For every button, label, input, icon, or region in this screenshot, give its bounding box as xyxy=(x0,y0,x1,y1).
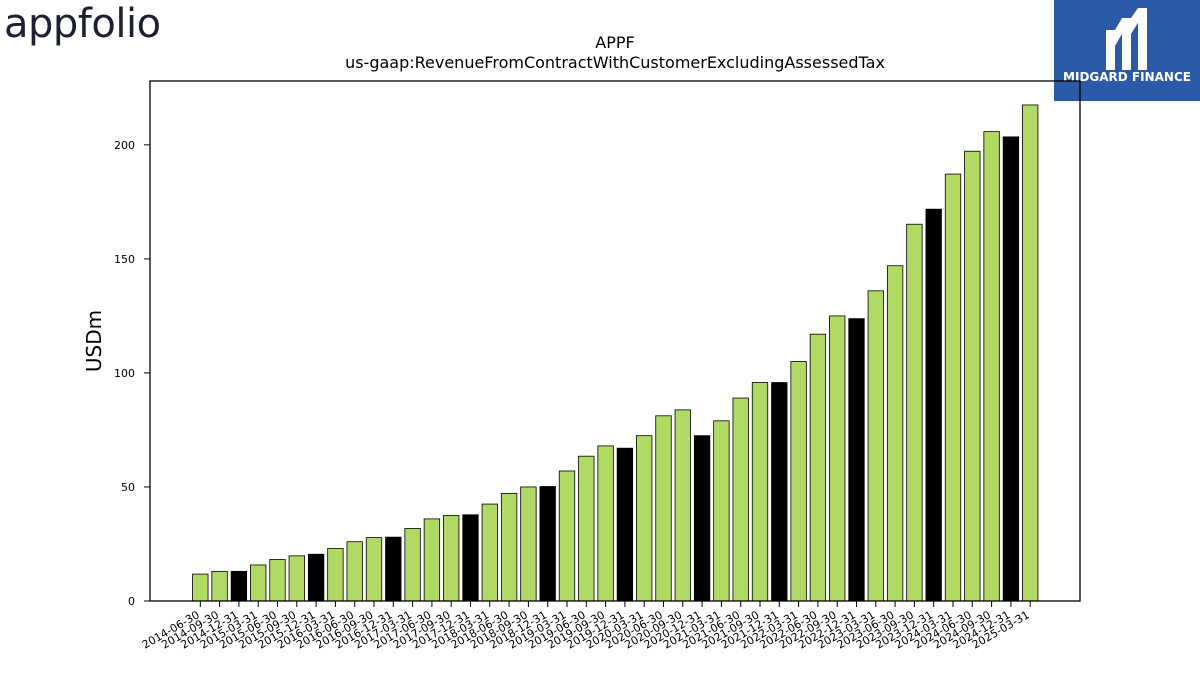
bar-2017-06-30 xyxy=(423,518,441,602)
bar-2019-09-30 xyxy=(597,445,614,602)
bar-2023-09-30 xyxy=(906,223,923,602)
bar-2024-12-31 xyxy=(1002,136,1020,602)
bar-2016-06-30 xyxy=(346,541,363,602)
bar-2021-09-30 xyxy=(751,382,769,602)
bar-2017-03-31 xyxy=(404,528,421,602)
bar-2021-06-30 xyxy=(732,397,749,602)
bar-2025-03-31 xyxy=(1022,104,1039,602)
plot-frame xyxy=(149,80,1081,602)
midgard-wordmark: MIDGARD FINANCE xyxy=(1063,70,1191,84)
chart-title: APPF xyxy=(595,33,634,52)
y-tick-label: 200 xyxy=(114,139,135,152)
bar-2018-03-31 xyxy=(481,503,498,602)
bar-2015-09-30 xyxy=(288,555,305,602)
x-axis: 2014-06-302014-09-302014-12-312015-03-31… xyxy=(140,601,1032,652)
bar-2016-03-31 xyxy=(327,548,344,602)
y-axis-label: USDm xyxy=(82,310,106,372)
bar-2019-03-31 xyxy=(558,470,576,602)
bar-2014-09-30 xyxy=(211,570,228,602)
y-axis: 0 50 100 150 200 xyxy=(114,139,150,608)
bar-2015-06-30 xyxy=(269,559,286,602)
bar-2016-09-30 xyxy=(365,537,383,602)
bar-2020-03-31 xyxy=(636,435,653,602)
y-tick-label: 150 xyxy=(114,253,135,266)
y-tick-label: 50 xyxy=(121,481,135,494)
bar-2022-09-30 xyxy=(829,315,846,602)
bar-2015-03-31 xyxy=(250,564,267,602)
bar-2019-06-30 xyxy=(578,455,595,602)
y-tick-label: 0 xyxy=(128,595,135,608)
bar-2014-12-31 xyxy=(230,570,248,602)
bars-group xyxy=(192,104,1039,602)
bar-2018-12-31 xyxy=(539,486,556,602)
bar-2015-12-31 xyxy=(307,553,325,602)
bar-2024-06-30 xyxy=(964,150,981,602)
bar-2021-12-31 xyxy=(771,382,788,602)
bar-2020-06-30 xyxy=(655,415,672,602)
bar-2023-06-30 xyxy=(886,265,904,602)
bar-2022-03-31 xyxy=(790,361,807,602)
bar-2020-12-31 xyxy=(693,435,711,602)
bar-2023-03-31 xyxy=(867,290,884,602)
bar-2017-12-31 xyxy=(462,514,479,602)
bar-2020-09-30 xyxy=(674,409,691,602)
bar-2024-09-30 xyxy=(983,131,1000,602)
bar-2018-06-30 xyxy=(500,492,518,602)
bar-2024-03-31 xyxy=(944,173,962,602)
chart-subtitle: us-gaap:RevenueFromContractWithCustomerE… xyxy=(345,53,885,72)
bar-2022-06-30 xyxy=(809,333,827,602)
midgard-mark-icon xyxy=(1106,8,1147,70)
bar-2016-12-31 xyxy=(385,536,402,602)
bar-2017-09-30 xyxy=(443,515,460,602)
y-tick-label: 100 xyxy=(114,367,135,380)
bar-2023-12-31 xyxy=(925,208,942,602)
bar-2021-03-31 xyxy=(713,420,730,602)
appfolio-logo: appfolio xyxy=(4,1,161,47)
bar-2022-12-31 xyxy=(848,318,865,602)
midgard-finance-logo: MIDGARD FINANCE xyxy=(1054,0,1200,101)
bar-2014-06-30 xyxy=(192,573,209,602)
bar-2018-09-30 xyxy=(520,486,537,602)
bar-2019-12-31 xyxy=(616,447,634,602)
